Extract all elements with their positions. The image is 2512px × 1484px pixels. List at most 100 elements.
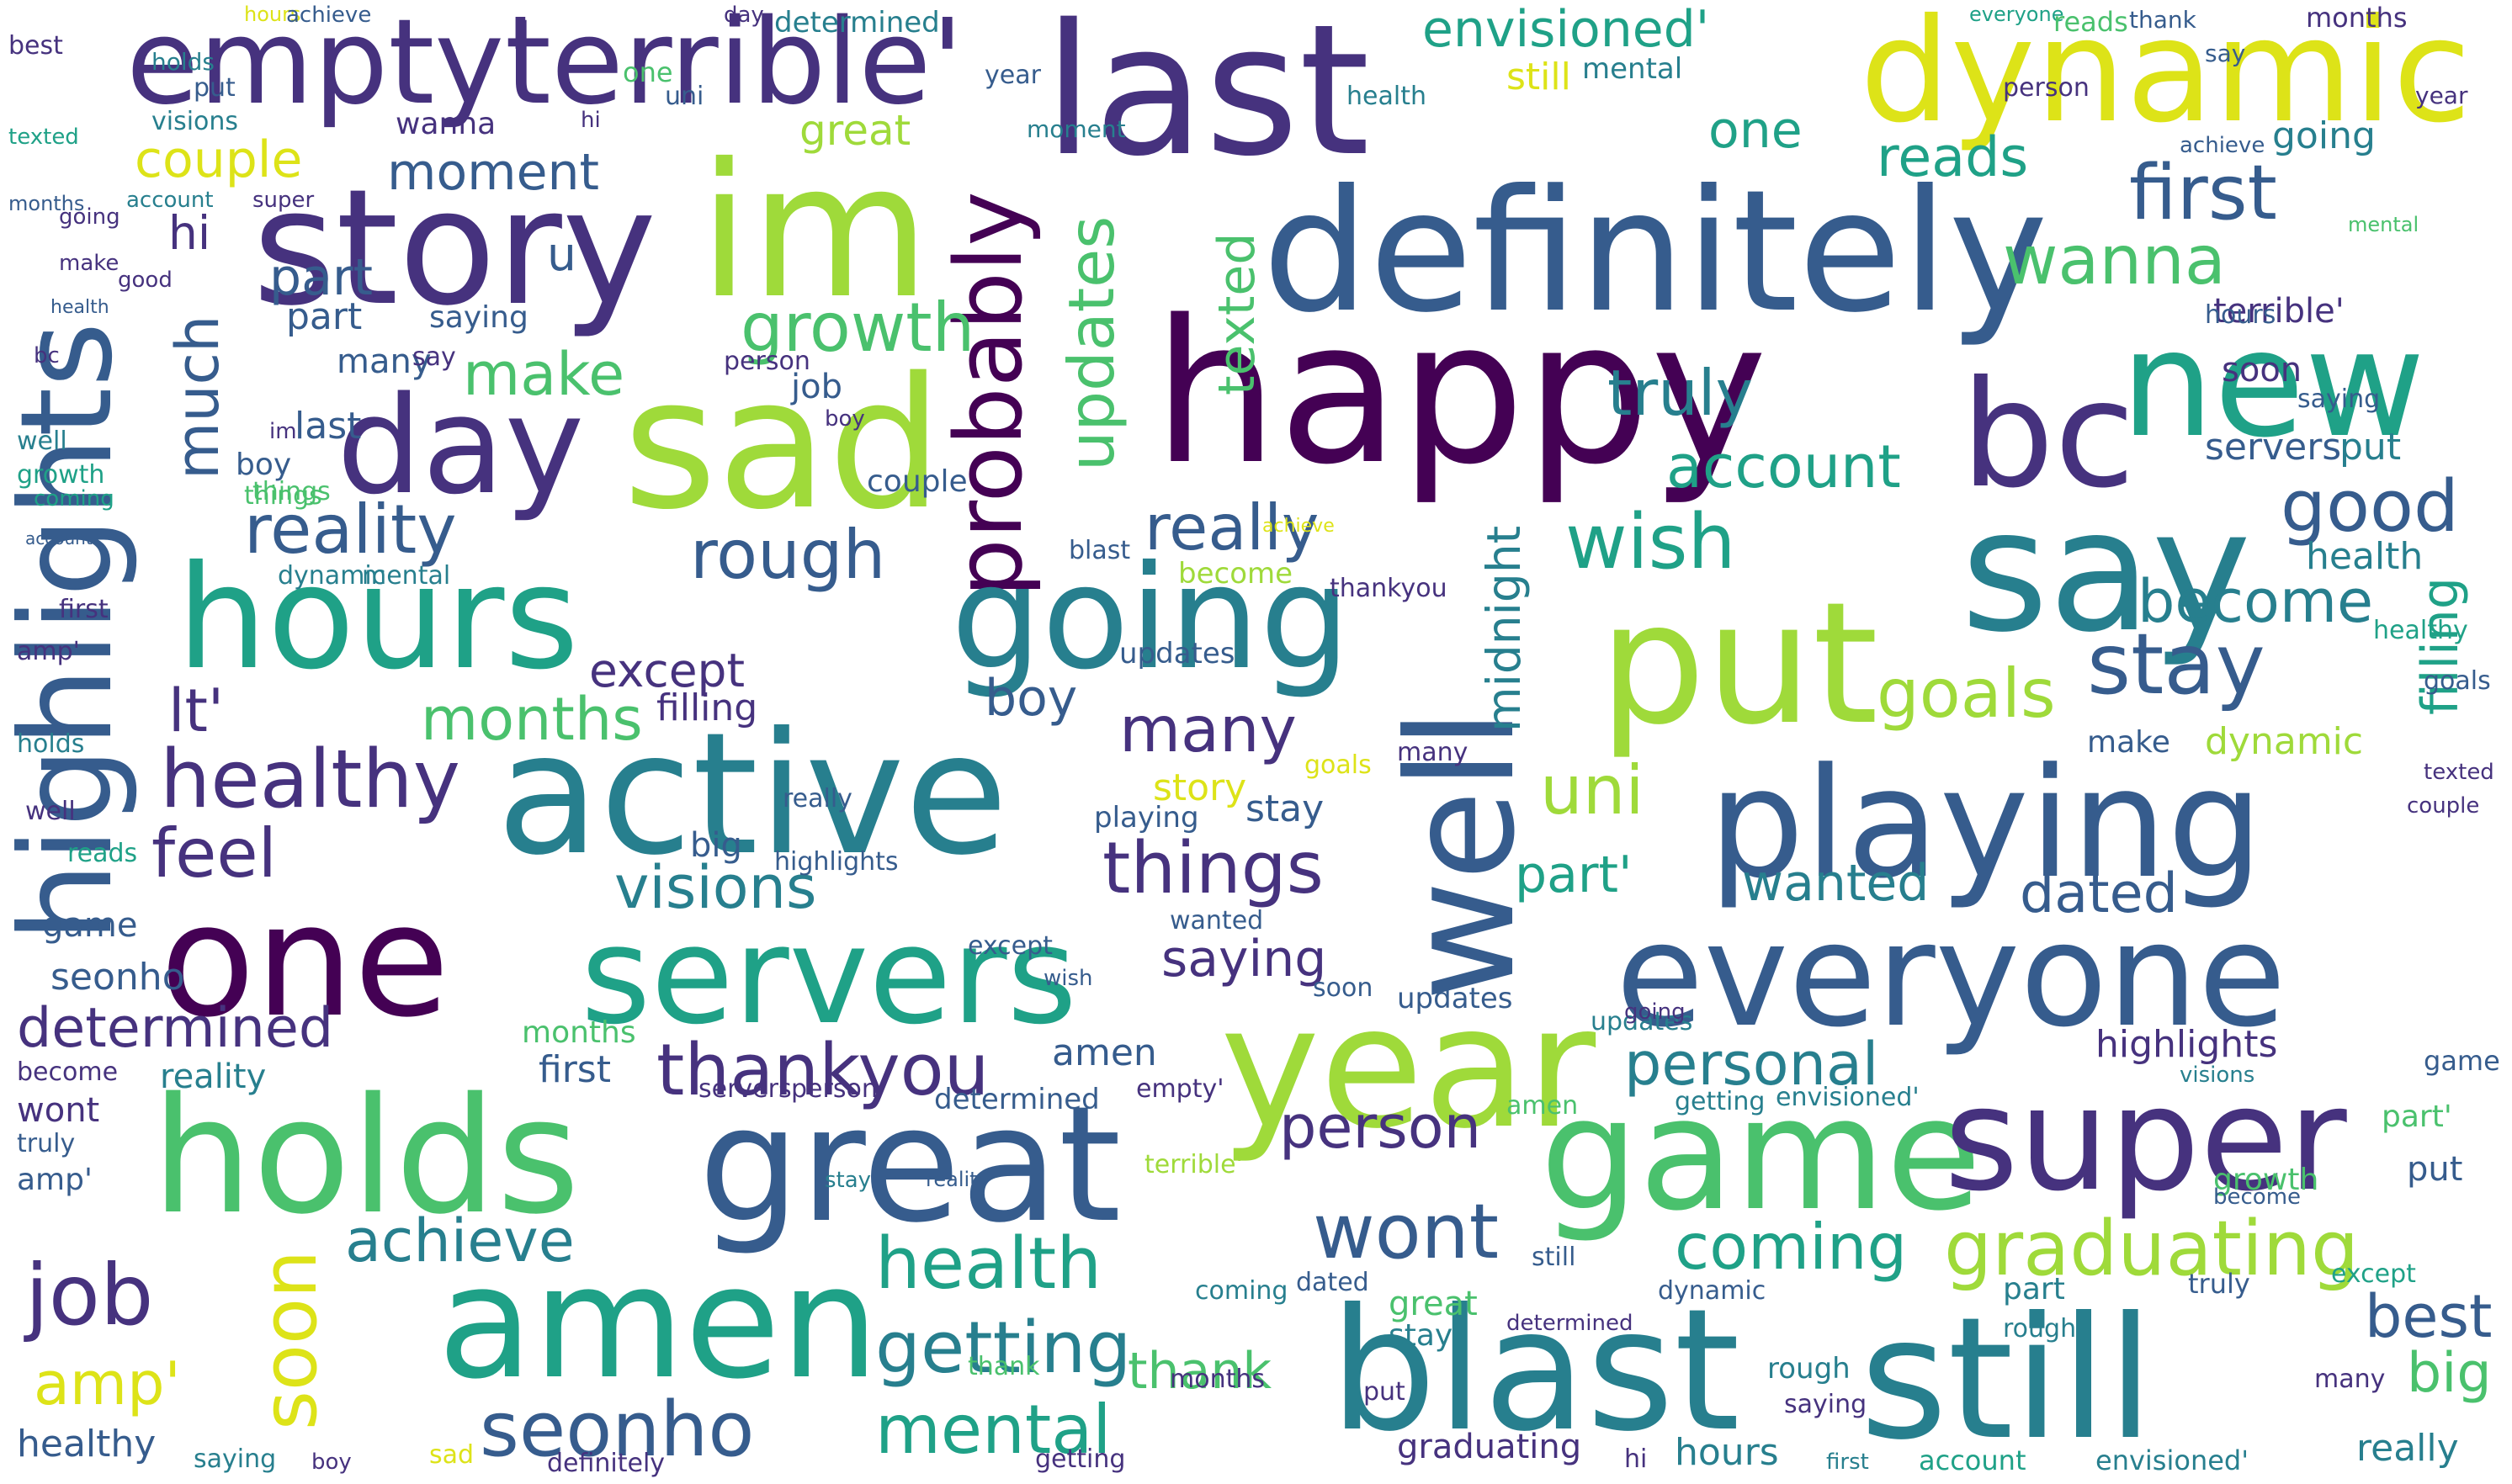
word-say-top: say	[2205, 40, 2246, 67]
word-reality-mid: reality	[160, 1057, 267, 1096]
word-except: except	[589, 644, 746, 697]
word-visions: visions	[614, 853, 817, 922]
word-terrible-low: terrible'	[1144, 1150, 1243, 1179]
word-year-small: year	[985, 61, 1041, 90]
word-envisioned-mid: envisioned'	[1776, 1083, 1920, 1112]
word-highlights-mid: highlights	[2095, 1023, 2278, 1066]
word-amp: amp'	[34, 1349, 181, 1418]
word-hours: hours	[177, 535, 579, 702]
word-thank-low: thank	[968, 1352, 1040, 1381]
word-mental-low: mental	[362, 561, 451, 591]
word-story-upper: story	[1153, 766, 1247, 809]
word-boy-mid: boy	[236, 448, 292, 482]
word-still: still	[1860, 1281, 2154, 1477]
word-dynamic-low-2: dynamic	[1658, 1276, 1766, 1306]
word-make-mid: make	[2087, 725, 2170, 760]
word-much: much	[163, 315, 232, 480]
word-many-low: many	[2314, 1365, 2386, 1394]
word-well-upper: well	[17, 427, 67, 456]
word-one: one	[160, 870, 450, 1052]
word-reads-top: reads	[2053, 6, 2128, 38]
word-person: person	[1279, 1093, 1481, 1162]
word-achieve-small: achieve	[286, 3, 372, 28]
word-bc: bc	[1961, 350, 2136, 521]
word-health-small: health	[1346, 82, 1426, 111]
word-servers-low: servers	[698, 1074, 792, 1104]
word-goals: goals	[1877, 655, 2056, 733]
word-amp-low: amp'	[17, 1163, 93, 1197]
word-reality-low: reality	[926, 1168, 990, 1191]
word-put-low: put	[1363, 1377, 1405, 1407]
word-hours-small: hours	[244, 3, 301, 26]
word-really-upper: really	[783, 784, 852, 814]
word-part-2: part'	[1515, 845, 1633, 904]
word-person-mid: person	[791, 1074, 878, 1104]
word-many-upper: many	[337, 342, 432, 381]
word-stay-upper: stay	[1245, 787, 1325, 830]
word-everyone-top: everyone	[1969, 3, 2064, 26]
word-updates-upper: updates	[1119, 637, 1235, 670]
word-moment: moment	[387, 143, 600, 202]
word-hi: hi	[168, 206, 211, 260]
word-sad: sad	[623, 338, 943, 549]
word-boy-low: boy	[311, 1450, 352, 1475]
word-uni: uni	[1540, 751, 1644, 829]
word-one-small: one	[623, 56, 673, 88]
word-saying-upper: saying	[429, 300, 528, 335]
word-updates-mid-2: updates	[1397, 982, 1513, 1015]
word-wish: wish	[1565, 498, 1736, 586]
word-months-mid: months	[522, 1015, 636, 1050]
word-still-low: still	[1532, 1243, 1576, 1272]
word-achieve-upper: achieve	[1262, 516, 1335, 537]
word-dated: dated	[2020, 862, 2178, 925]
word-playing-upper: playing	[1094, 801, 1199, 835]
word-truly-low-2: truly	[17, 1129, 76, 1158]
word-thankyou-upper: thankyou	[1330, 574, 1447, 603]
word-account-low: account	[1919, 1444, 2026, 1476]
word-goals-mid: goals	[2424, 666, 2491, 696]
word-holds-low: holds	[17, 729, 85, 759]
word-moment-small: moment	[1027, 115, 1126, 143]
word-seonho-mid: seonho	[50, 956, 185, 999]
word-wanna-small: wanna	[396, 107, 497, 141]
word-last: last	[1044, 0, 1370, 196]
word-make: make	[463, 340, 625, 409]
word-getting-mid: getting	[1675, 1087, 1766, 1116]
word-growth-small: growth	[17, 460, 105, 490]
word-sad-low: sad	[429, 1440, 475, 1470]
word-bc-upper: bc	[34, 343, 60, 368]
word-soon-mid: soon	[2222, 351, 2302, 390]
word-feel: feel	[151, 814, 277, 893]
word-game-low: game	[42, 906, 138, 945]
word-seonho: seonho	[480, 1386, 755, 1474]
word-game-mid: game	[2424, 1045, 2500, 1077]
word-coming: coming	[1675, 1210, 1908, 1284]
word-year: year	[1220, 970, 1596, 1166]
word-empty: empty'	[126, 0, 537, 131]
word-reads-low: reads	[67, 839, 138, 868]
word-truly: truly	[1607, 356, 1753, 430]
word-months-top: months	[2306, 2, 2408, 34]
word-filling-upper: filling	[656, 686, 758, 729]
word-stay: stay	[2087, 615, 2265, 713]
word-envisioned: envisioned'	[1422, 0, 1710, 59]
word-achieve: achieve	[345, 1206, 575, 1275]
word-best: best	[2365, 1282, 2493, 1351]
word-person-upper: person	[724, 347, 810, 376]
word-determined: determined	[17, 997, 334, 1060]
word-amen-low: amen	[1506, 1091, 1579, 1121]
word-saying-mid: saying	[2297, 384, 2381, 414]
word-make-upper: make	[59, 251, 119, 276]
word-amp-mid: amp'	[17, 637, 80, 666]
word-going-low: going	[1624, 999, 1686, 1025]
word-account-upper: account	[126, 188, 214, 213]
word-soon-upper: soon	[1313, 973, 1373, 1003]
word-thank-top: thank	[2129, 6, 2196, 34]
word-big-upper: big	[690, 826, 742, 865]
word-really: really	[1144, 490, 1320, 564]
word-blast: blast	[1330, 1273, 1740, 1469]
word-wanted-upper: wanted	[1170, 906, 1264, 935]
word-part: part	[269, 248, 374, 307]
word-determined-low: determined	[1506, 1311, 1633, 1336]
word-mental: mental	[875, 1391, 1112, 1469]
